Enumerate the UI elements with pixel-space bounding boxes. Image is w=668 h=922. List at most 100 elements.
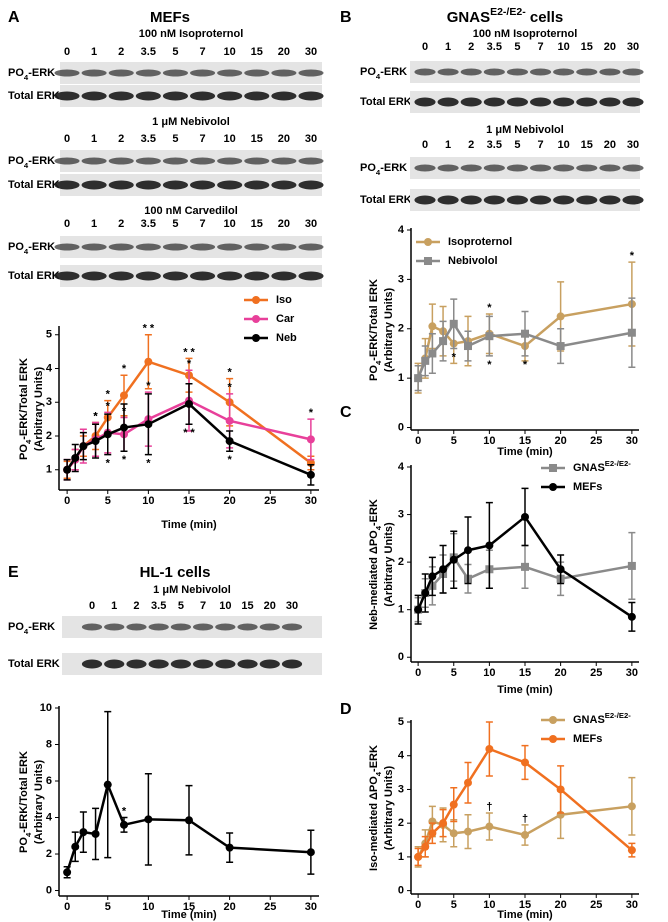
blot-row-label: PO4-ERK [8,67,55,82]
text-part: PO [368,365,380,381]
series-line [416,515,633,618]
blot-band [108,157,134,165]
text-part: 4 [374,771,383,776]
legend-name: Iso [276,294,292,306]
point [120,391,128,400]
x-tick-label: 25 [590,435,602,447]
significance-mark: * [93,410,98,422]
point [306,435,315,444]
blot-band [599,68,621,76]
series-line [417,747,633,858]
lane-label: 10 [558,41,570,53]
point [428,322,437,331]
legend-marker [424,257,432,265]
point [449,555,458,564]
y-tick-label: 0 [398,651,404,663]
text-part: PO [8,621,24,633]
blot-band [281,659,303,669]
x-tick-label: 20 [224,901,236,913]
y-axis-title: Neb-mediated ΔPO4-ERK [368,499,383,630]
lane-label: 30 [305,218,317,230]
y-axis-title: (Arbitrary Units) [383,765,395,850]
x-tick-label: 15 [519,435,531,447]
point [144,815,153,824]
point [103,430,112,439]
y-tick-label: 1 [398,372,404,384]
y-axis-title: PO4-ERK/Total ERK [18,751,33,853]
legend-label: Nebivolol [448,255,498,267]
point [485,541,494,550]
blot-band [190,69,216,77]
text-part: Neb-mediated ΔPO [368,530,380,630]
point [627,846,636,855]
blot-row-label: PO4-ERK [8,621,55,636]
blot-band [244,243,270,251]
x-tick-label: 15 [519,667,531,679]
text-part: 4 [24,247,29,256]
y-tick-label: 5 [398,716,404,728]
blot-band [162,69,188,77]
legend-name-sup: E2-/E2- [605,459,632,468]
lane-label: 0 [64,46,70,58]
y-tick-label: 4 [46,362,53,374]
legend-marker [549,716,557,724]
blot-row-label: Total ERK [8,90,60,102]
point [449,829,458,838]
text-part: -ERK [368,499,380,526]
lane-label: 2 [118,46,124,58]
blot-band [271,271,297,281]
point [439,819,448,828]
point [627,802,636,811]
blot-band [190,180,216,190]
blot-row-label: Total ERK [8,179,60,191]
significance-mark: * [106,388,111,400]
text-part: -ERK/Total ERK [18,751,30,833]
significance-mark: * [452,351,457,363]
blot-band [81,271,107,281]
blot-band [108,69,134,77]
x-tick-label: 25 [590,899,602,911]
series-line [416,302,633,379]
text-part: PO [8,155,24,167]
y-tick-label: 3 [398,508,404,520]
point [185,399,193,408]
point [79,442,88,451]
blot-band [622,97,644,107]
y-tick-label: 3 [398,273,404,285]
point [306,848,315,857]
point [428,572,437,581]
significance-mark: * * [183,346,195,358]
legend-marker [549,464,557,472]
legend-name: MEFs [573,733,602,745]
blot-band [271,157,297,165]
blot-band [190,91,216,101]
blot-band [190,157,216,165]
treatment-label: 1 μM Nebivolol [152,116,230,128]
point [63,465,72,474]
lane-label: 0 [64,218,70,230]
blot-row-label: PO4-ERK [8,155,55,170]
y-tick-label: 0 [398,421,404,433]
blot-row-label: Total ERK [360,96,412,108]
blot-band [553,68,575,76]
point [556,565,565,574]
blot-band [81,623,103,631]
blot-band [553,164,575,172]
lane-label: 15 [241,600,253,612]
text-part: 4 [24,73,29,82]
blot-band [437,195,459,205]
blot-band [483,68,505,76]
blot-band [135,271,161,281]
lane-label: 3.5 [487,41,502,53]
legend-marker [424,238,432,246]
blot-band [414,195,436,205]
y-axis-title: PO4-ERK/Total ERK [18,358,33,460]
lane-label: 20 [264,600,276,612]
significance-mark: * [122,363,127,375]
text-part: -ERK [380,162,407,174]
x-tick-label: 0 [415,899,421,911]
significance-mark: * [122,805,127,817]
panel-label: A [8,9,20,26]
series-line [65,780,311,873]
treatment-label: 1 μM Nebivolol [486,124,564,136]
